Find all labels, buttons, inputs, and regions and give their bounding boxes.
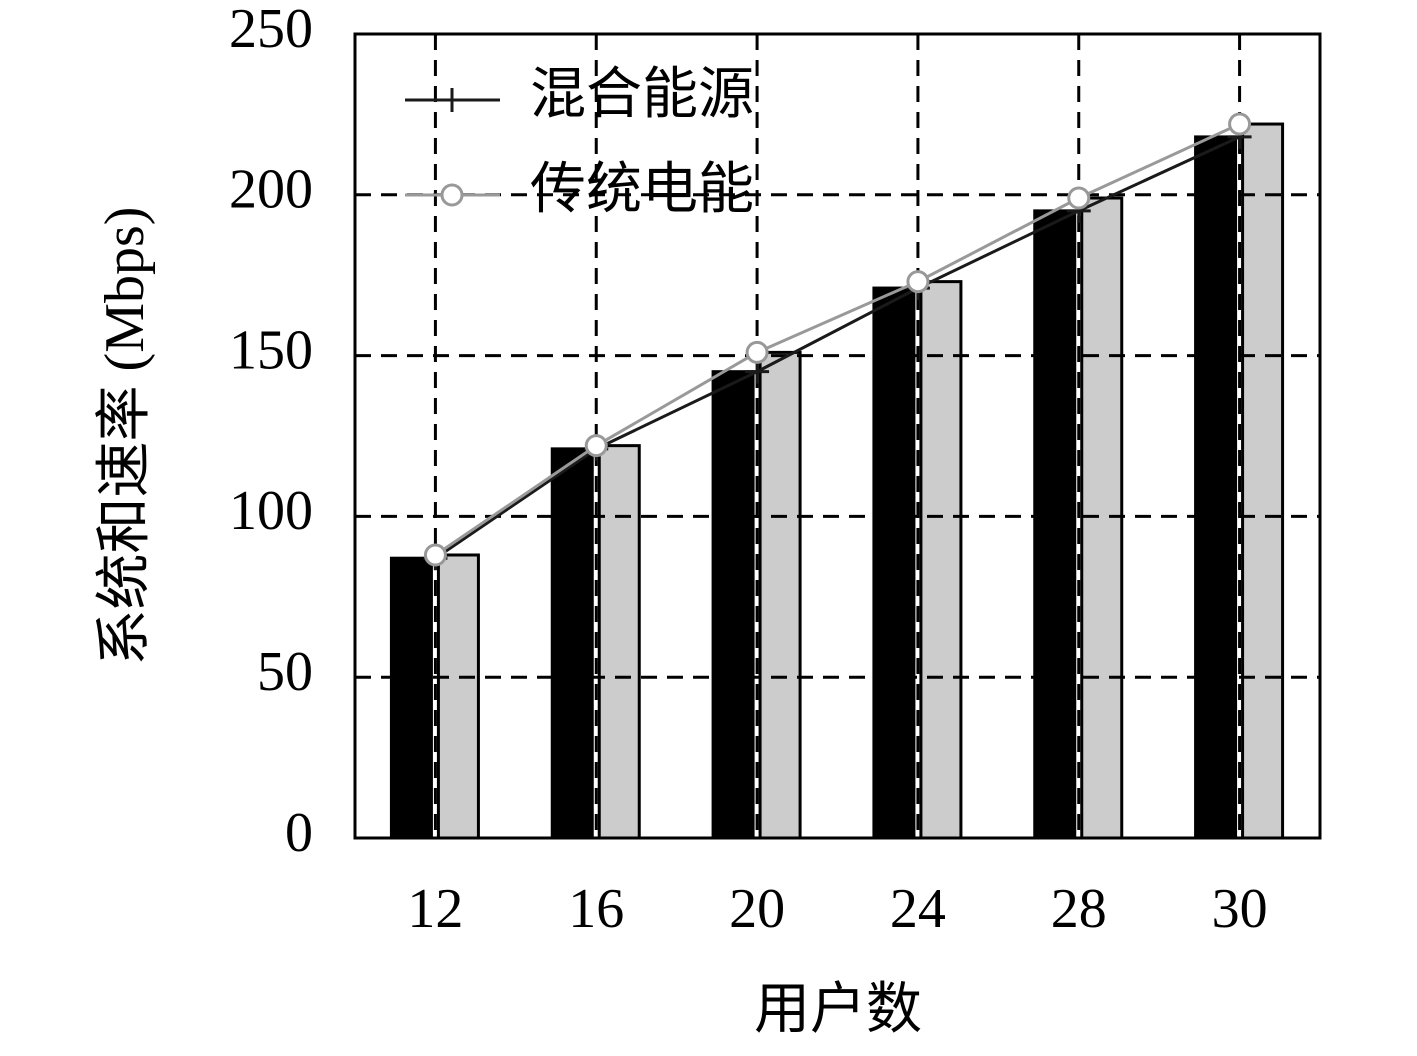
bar — [872, 286, 916, 840]
marker — [745, 340, 769, 364]
bar — [550, 447, 594, 840]
bar — [597, 444, 641, 840]
legend-label: 混合能源 — [530, 64, 754, 126]
y-tick-label: 0 — [285, 802, 313, 864]
x-tick-label: 24 — [890, 878, 946, 940]
x-axis-label: 用户数 — [754, 979, 922, 1041]
plot-frame — [353, 32, 1322, 840]
legend-marker — [440, 183, 464, 207]
y-tick-label: 50 — [257, 641, 313, 703]
bar — [711, 370, 755, 840]
x-tick-label: 30 — [1212, 878, 1268, 940]
y-tick-label: 250 — [229, 0, 313, 60]
y-tick-label: 100 — [229, 480, 313, 542]
marker — [1228, 112, 1252, 136]
series-line — [434, 135, 1241, 560]
x-tick-label: 12 — [407, 878, 463, 940]
bar — [1033, 209, 1077, 840]
bar — [389, 556, 433, 840]
bar — [1194, 135, 1238, 840]
marker — [906, 270, 930, 294]
x-tick-label: 20 — [729, 878, 785, 940]
bar — [1080, 196, 1124, 840]
bar — [436, 553, 480, 840]
marker — [584, 434, 608, 458]
marker — [423, 543, 447, 567]
bar — [758, 350, 802, 840]
x-tick-label: 28 — [1051, 878, 1107, 940]
marker — [1067, 186, 1091, 210]
series-line — [434, 122, 1241, 557]
legend-label: 传统电能 — [530, 159, 754, 221]
bar — [919, 280, 963, 840]
y-axis-label: 系统和速率 (Mbps) — [94, 207, 156, 666]
y-tick-label: 150 — [229, 319, 313, 381]
bar — [1241, 122, 1285, 840]
y-tick-label: 200 — [229, 159, 313, 221]
x-tick-label: 16 — [568, 878, 624, 940]
